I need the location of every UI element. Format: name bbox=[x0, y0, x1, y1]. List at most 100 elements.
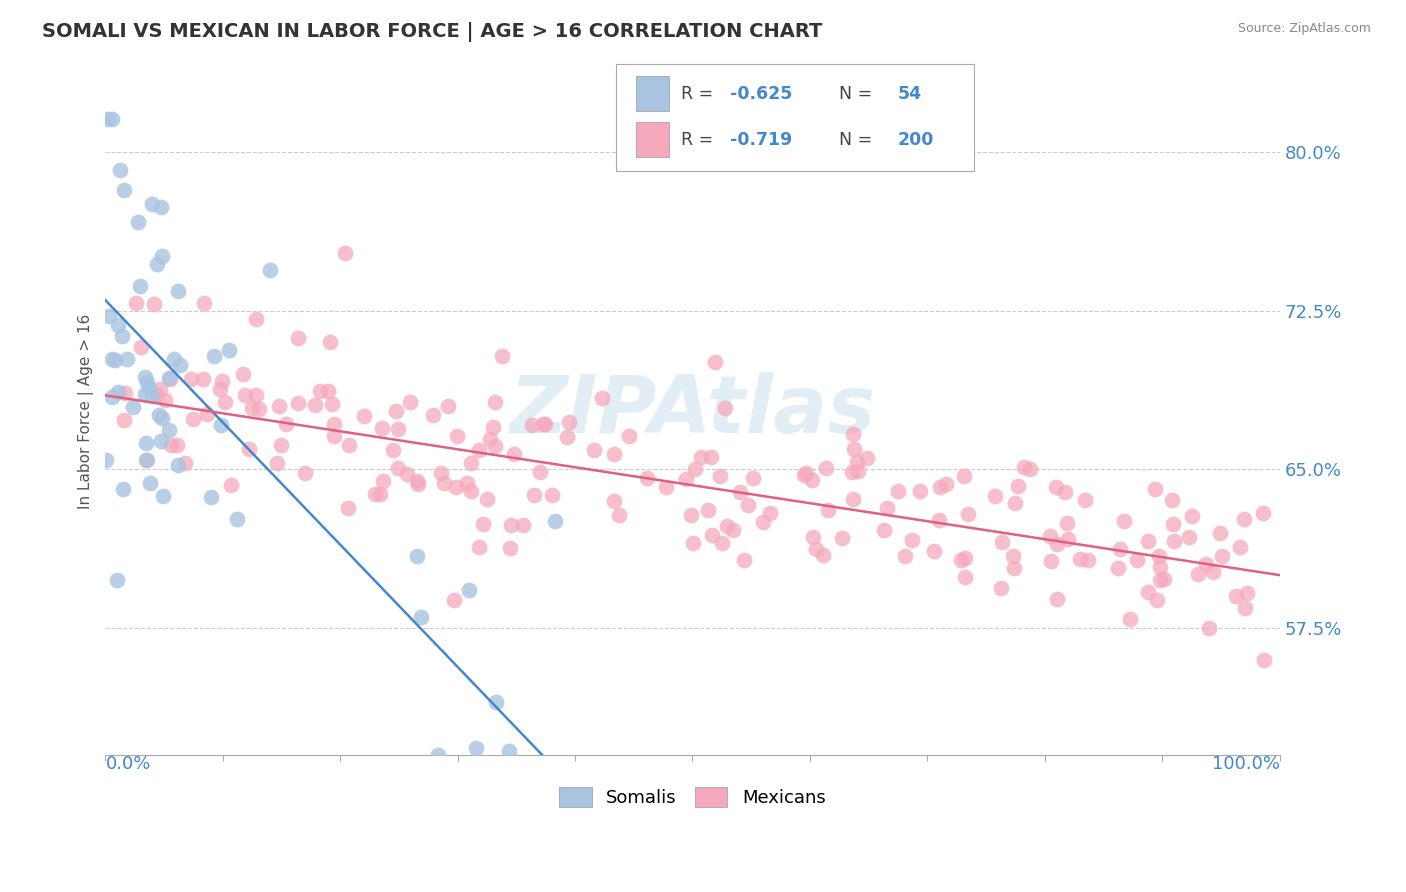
Point bbox=[337, 500, 360, 515]
Point bbox=[114, 386, 136, 401]
Point bbox=[214, 395, 236, 409]
Point bbox=[949, 553, 972, 567]
Point bbox=[710, 536, 733, 550]
Point bbox=[149, 383, 172, 397]
Point bbox=[529, 465, 551, 479]
Point bbox=[1149, 574, 1171, 588]
Point bbox=[721, 523, 744, 537]
Point bbox=[702, 528, 724, 542]
Point bbox=[163, 352, 186, 367]
Point bbox=[607, 508, 630, 523]
Point bbox=[127, 215, 149, 229]
Point bbox=[728, 484, 751, 499]
Point bbox=[364, 487, 387, 501]
Point bbox=[166, 438, 188, 452]
Point bbox=[555, 430, 578, 444]
Point bbox=[371, 421, 394, 435]
Point bbox=[468, 442, 491, 457]
Point bbox=[141, 196, 163, 211]
Point bbox=[751, 515, 773, 529]
Text: N =: N = bbox=[839, 130, 877, 149]
Point bbox=[733, 553, 755, 567]
Point bbox=[1002, 549, 1025, 564]
Point bbox=[502, 447, 524, 461]
Point bbox=[211, 375, 233, 389]
Point bbox=[115, 352, 138, 367]
Point bbox=[713, 401, 735, 415]
Point bbox=[464, 740, 486, 755]
Point bbox=[245, 312, 267, 326]
Point bbox=[134, 387, 156, 401]
Point bbox=[384, 404, 406, 418]
Point bbox=[636, 471, 658, 485]
Point bbox=[1143, 482, 1166, 496]
Point bbox=[460, 483, 482, 498]
Point bbox=[1137, 533, 1160, 548]
Point bbox=[1007, 479, 1029, 493]
Point bbox=[737, 498, 759, 512]
Point bbox=[603, 447, 626, 461]
Point bbox=[141, 389, 163, 403]
Point bbox=[321, 397, 343, 411]
Text: 0.0%: 0.0% bbox=[105, 755, 150, 772]
Point bbox=[247, 401, 270, 416]
Point bbox=[208, 382, 231, 396]
Point bbox=[794, 467, 817, 481]
Point bbox=[1112, 514, 1135, 528]
Point bbox=[101, 351, 124, 366]
Point bbox=[1236, 586, 1258, 600]
Point bbox=[259, 263, 281, 277]
Point bbox=[935, 476, 957, 491]
Point bbox=[304, 398, 326, 412]
Point bbox=[387, 422, 409, 436]
Point bbox=[845, 455, 868, 469]
Point bbox=[484, 439, 506, 453]
Point bbox=[353, 409, 375, 423]
Point bbox=[1177, 530, 1199, 544]
Text: R =: R = bbox=[681, 85, 718, 103]
Point bbox=[135, 435, 157, 450]
Point bbox=[485, 695, 508, 709]
Text: 54: 54 bbox=[898, 85, 922, 103]
Point bbox=[814, 460, 837, 475]
Point bbox=[112, 413, 135, 427]
Point bbox=[238, 442, 260, 456]
Point bbox=[318, 384, 340, 399]
Point bbox=[804, 542, 827, 557]
Point bbox=[319, 334, 342, 349]
Point bbox=[129, 340, 152, 354]
Point bbox=[817, 502, 839, 516]
Point bbox=[1002, 560, 1025, 574]
Point bbox=[1202, 565, 1225, 579]
Point bbox=[1119, 612, 1142, 626]
Point bbox=[498, 744, 520, 758]
Point bbox=[287, 396, 309, 410]
Point bbox=[411, 610, 433, 624]
Point bbox=[893, 549, 915, 563]
Point bbox=[928, 513, 950, 527]
Point bbox=[1233, 601, 1256, 615]
Point bbox=[150, 249, 173, 263]
Point bbox=[323, 417, 346, 432]
Point bbox=[1147, 549, 1170, 563]
Point bbox=[741, 471, 763, 485]
Point bbox=[97, 309, 120, 323]
Point bbox=[842, 442, 865, 457]
Point bbox=[910, 484, 932, 499]
Point bbox=[395, 467, 418, 482]
Point bbox=[533, 417, 555, 432]
Point bbox=[125, 295, 148, 310]
Point bbox=[135, 453, 157, 467]
Point bbox=[458, 583, 481, 598]
Point bbox=[520, 418, 543, 433]
Point bbox=[512, 517, 534, 532]
Point bbox=[1046, 537, 1069, 551]
Point bbox=[955, 550, 977, 565]
Point bbox=[655, 479, 678, 493]
Point bbox=[471, 516, 494, 531]
Point bbox=[531, 417, 554, 431]
Point bbox=[160, 438, 183, 452]
Point bbox=[683, 462, 706, 476]
Point bbox=[681, 508, 703, 523]
Point bbox=[758, 506, 780, 520]
